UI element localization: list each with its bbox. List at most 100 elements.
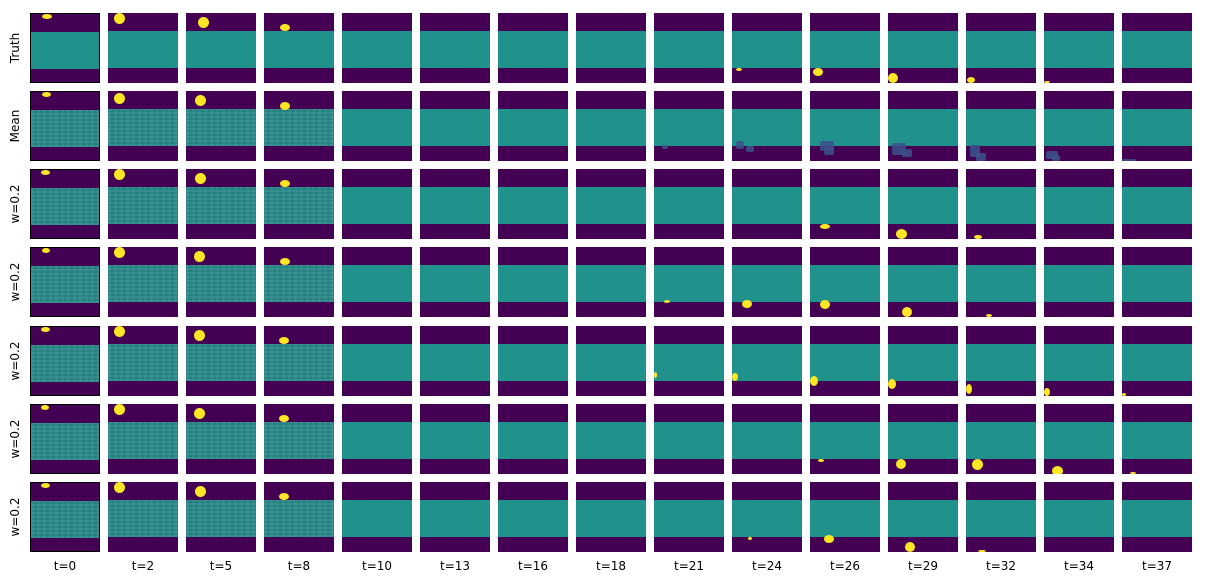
image-panel <box>654 169 724 239</box>
image-panel <box>888 13 958 83</box>
wall-band <box>654 31 724 68</box>
wall-band <box>576 265 646 302</box>
wall-band <box>342 344 412 381</box>
image-panel <box>732 482 802 552</box>
column-label: t=24 <box>751 559 783 573</box>
wall-band <box>1044 500 1114 537</box>
image-panel <box>420 482 490 552</box>
ball-blob <box>810 376 818 386</box>
image-panel <box>108 326 178 396</box>
ball-blob <box>966 384 972 394</box>
wall-band <box>966 422 1036 459</box>
wall-band <box>420 187 490 224</box>
ball-blob <box>1052 466 1063 474</box>
image-panel <box>810 247 880 317</box>
image-panel <box>186 91 256 161</box>
wall-band <box>1044 109 1114 146</box>
ball-blob <box>114 247 125 258</box>
wall-band <box>732 422 802 459</box>
wall-band <box>888 265 958 302</box>
ball-blob <box>114 93 125 104</box>
image-panel <box>264 247 334 317</box>
image-panel <box>420 169 490 239</box>
image-panel <box>186 482 256 552</box>
wall-band <box>966 344 1036 381</box>
image-panel <box>1122 326 1192 396</box>
image-panel <box>498 326 568 396</box>
image-panel <box>342 13 412 83</box>
wall-band <box>108 500 178 537</box>
image-panel <box>1044 482 1114 552</box>
blur-blob <box>1122 159 1136 161</box>
image-panel <box>420 404 490 474</box>
ball-blob <box>888 379 896 389</box>
image-panel <box>186 404 256 474</box>
column-label: t=10 <box>361 559 393 573</box>
ball-blob <box>194 330 205 341</box>
ball-blob <box>194 251 205 262</box>
wall-band <box>1122 422 1192 459</box>
wall-band <box>108 31 178 68</box>
ball-blob <box>978 550 986 552</box>
image-panel <box>264 91 334 161</box>
image-panel <box>732 404 802 474</box>
row-label: w=0.2 <box>8 419 22 459</box>
image-panel <box>186 247 256 317</box>
image-panel <box>264 13 334 83</box>
image-panel <box>108 13 178 83</box>
blur-blob <box>746 146 754 152</box>
image-panel <box>264 169 334 239</box>
ball-blob <box>1044 81 1050 83</box>
wall-band <box>888 109 958 146</box>
ball-blob <box>1130 472 1136 474</box>
image-panel <box>420 326 490 396</box>
image-panel <box>420 91 490 161</box>
wall-band <box>966 265 1036 302</box>
ball-blob <box>820 224 830 229</box>
wall-band <box>186 500 256 537</box>
image-panel <box>30 482 100 552</box>
blur-blob <box>902 149 912 157</box>
ball-blob <box>42 248 50 253</box>
image-panel <box>810 91 880 161</box>
wall-band <box>888 344 958 381</box>
wall-band <box>810 265 880 302</box>
wall-band <box>810 500 880 537</box>
wall-band <box>31 266 99 303</box>
image-panel <box>108 91 178 161</box>
image-panel <box>732 247 802 317</box>
blur-blob <box>1052 155 1060 161</box>
ball-blob <box>114 326 125 337</box>
wall-band <box>732 344 802 381</box>
image-panel <box>888 169 958 239</box>
wall-band <box>732 500 802 537</box>
wall-band <box>732 265 802 302</box>
ball-blob <box>280 24 290 31</box>
ball-blob <box>664 300 670 303</box>
ball-blob <box>114 13 125 24</box>
wall-band <box>1122 500 1192 537</box>
wall-band <box>498 109 568 146</box>
wall-band <box>342 422 412 459</box>
blur-blob <box>976 153 986 161</box>
ball-blob <box>41 170 50 175</box>
wall-band <box>1122 265 1192 302</box>
wall-band <box>186 265 256 302</box>
wall-band <box>810 187 880 224</box>
image-panel <box>186 326 256 396</box>
column-label: t=2 <box>131 559 155 573</box>
image-panel <box>654 482 724 552</box>
wall-band <box>1044 422 1114 459</box>
ball-blob <box>41 483 50 488</box>
wall-band <box>966 109 1036 146</box>
ball-blob <box>820 300 830 309</box>
column-label: t=29 <box>907 559 939 573</box>
wall-band <box>342 500 412 537</box>
image-panel <box>576 247 646 317</box>
image-panel <box>1044 91 1114 161</box>
wall-band <box>888 500 958 537</box>
ball-blob <box>986 314 992 317</box>
image-panel <box>30 247 100 317</box>
image-panel <box>966 91 1036 161</box>
image-panel <box>966 404 1036 474</box>
